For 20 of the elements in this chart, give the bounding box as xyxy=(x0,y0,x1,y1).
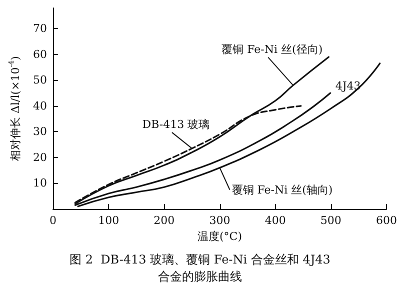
x-tick-label: 0 xyxy=(50,214,56,227)
y-tick-label: 70 xyxy=(33,22,47,36)
x-tick-label: 300 xyxy=(209,214,230,227)
x-tick-label: 200 xyxy=(154,214,175,227)
y-tick-label: 30 xyxy=(33,125,47,138)
series-label: 覆铜 Fe-Ni 丝(轴向) xyxy=(232,183,333,196)
x-axis-title: 温度(°C) xyxy=(198,230,242,243)
series-label: DB-413 玻璃 xyxy=(142,118,210,131)
y-tick-label: 50 xyxy=(33,74,47,87)
series-label: 覆铜 Fe-Ni 丝(径向) xyxy=(222,42,323,56)
x-tick-label: 100 xyxy=(98,214,120,227)
y-tick-label: 60 xyxy=(33,48,47,61)
y-tick-label: 20 xyxy=(33,150,47,164)
y-tick-label: 40 xyxy=(33,99,47,112)
series-label: 4J43 xyxy=(335,80,361,93)
x-tick-label: 400 xyxy=(264,214,286,227)
text: 图 2 DB-413 玻璃、覆铜 Fe-Ni 合金丝和 4J43 合金的膨胀曲线 xyxy=(70,252,330,284)
y-tick-label: 10 xyxy=(33,176,47,190)
x-tick-label: 500 xyxy=(320,214,342,227)
x-tick-label: 600 xyxy=(376,214,397,227)
